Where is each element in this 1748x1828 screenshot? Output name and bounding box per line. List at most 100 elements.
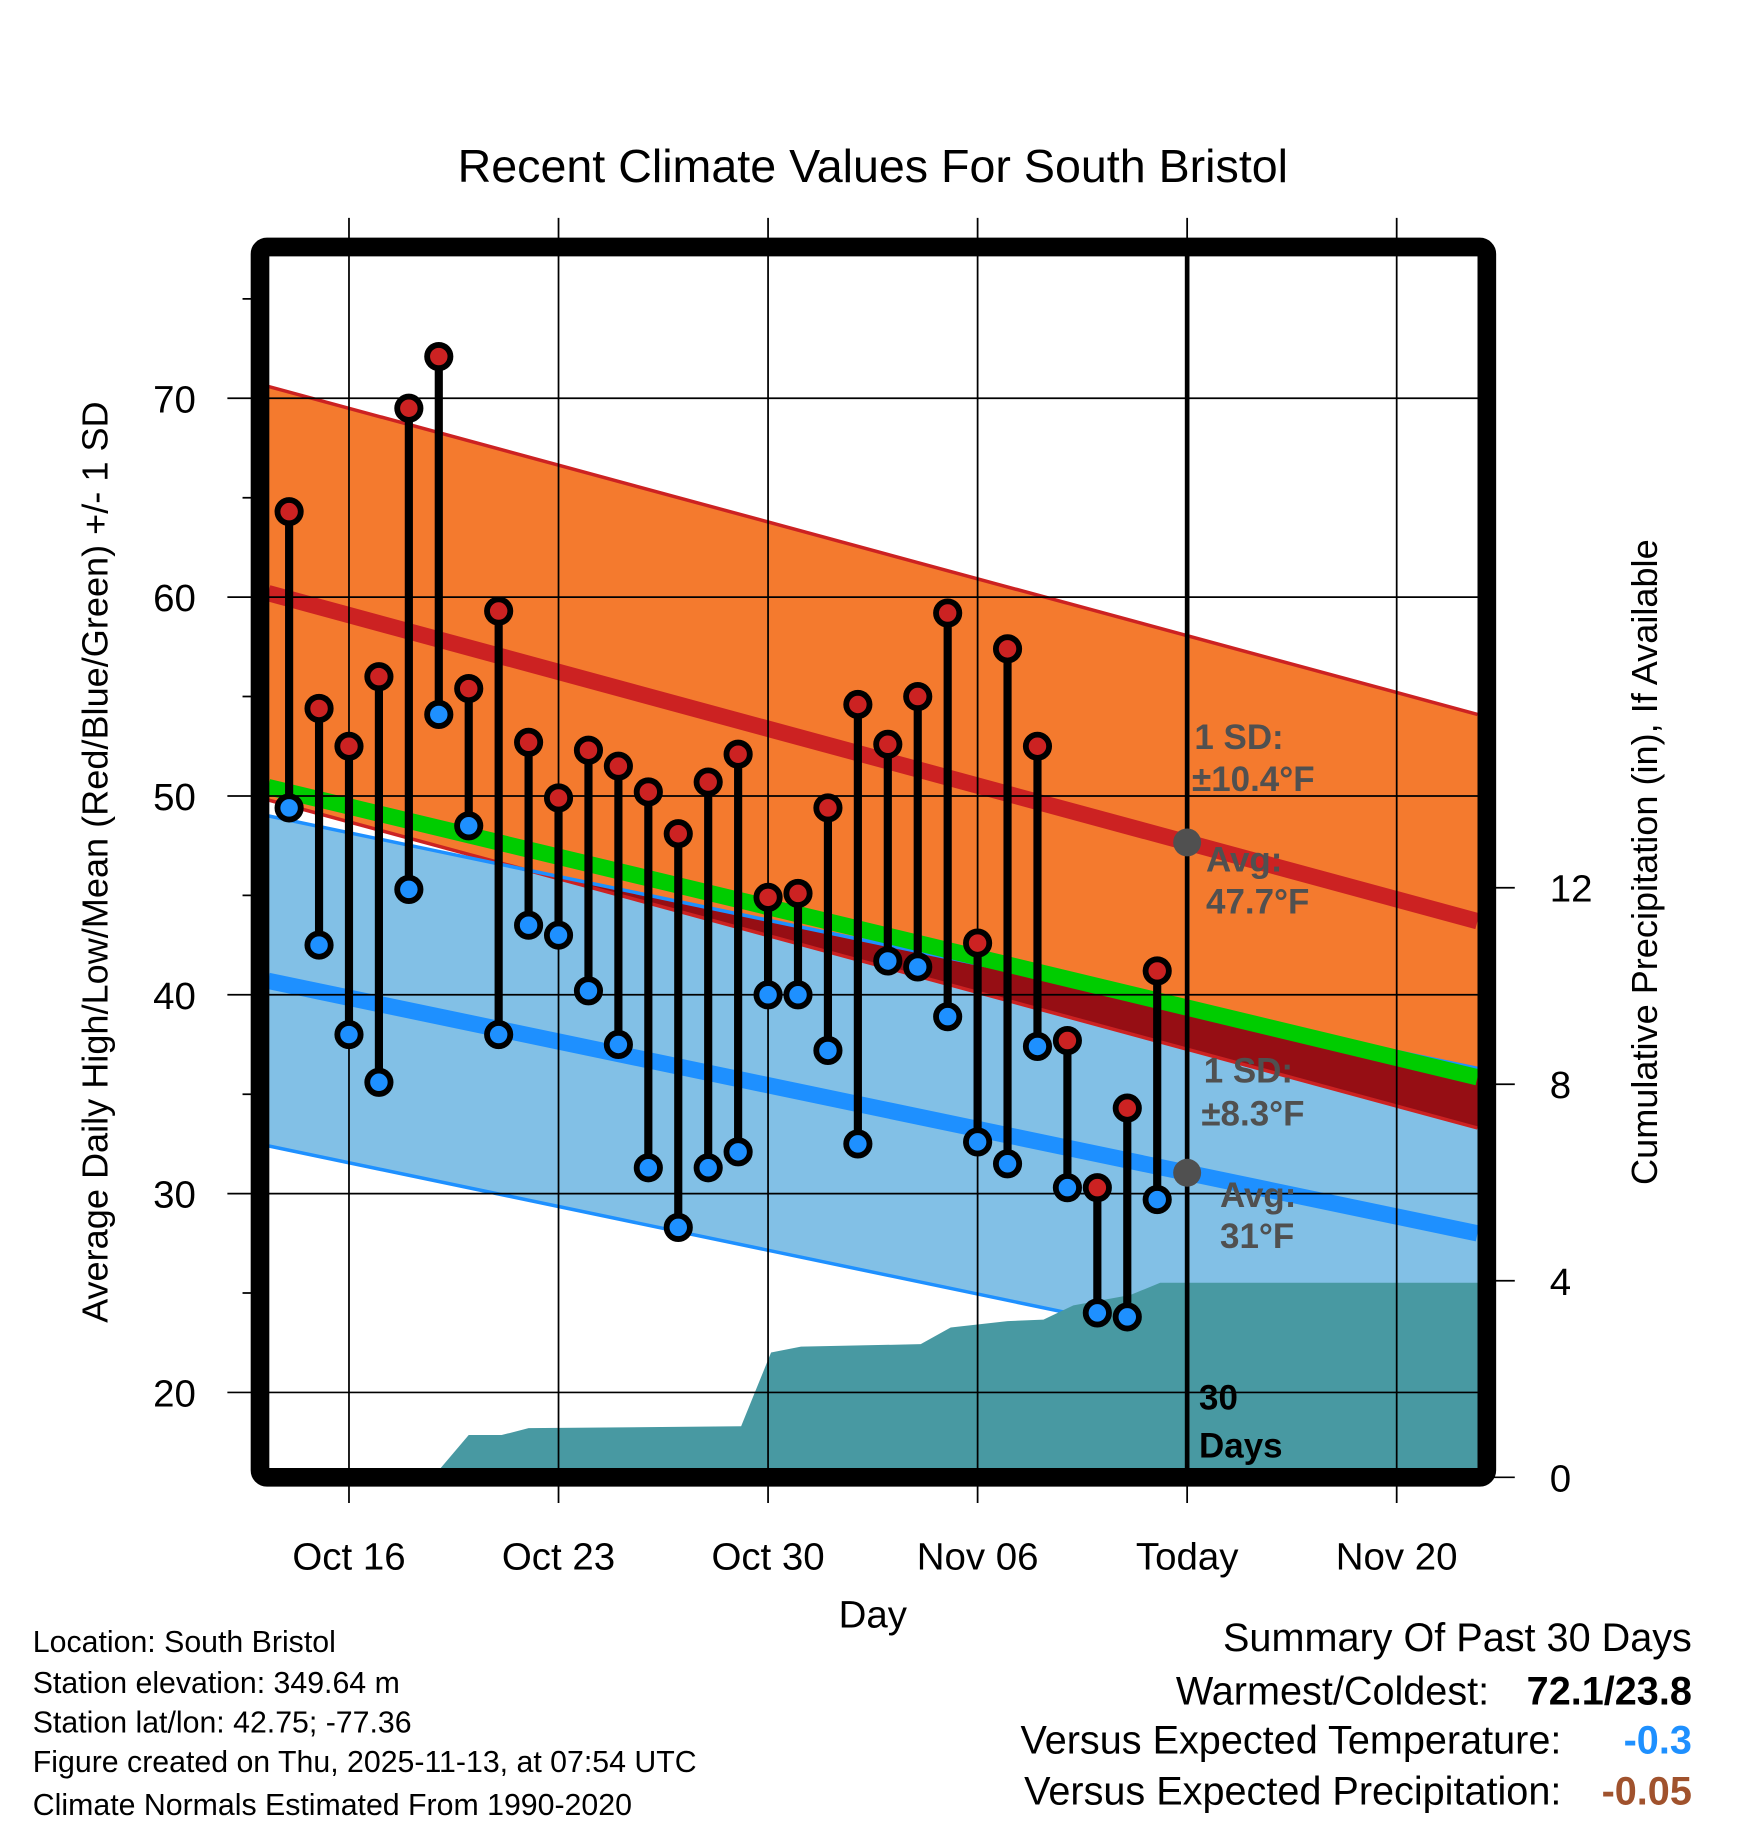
daily-low-point <box>274 793 304 823</box>
chart-title: Recent Climate Values For South Bristol <box>458 140 1288 192</box>
summary-precip-label: Versus Expected Precipitation: <box>1024 1770 1561 1814</box>
daily-low-point <box>1142 1185 1172 1215</box>
summary: Summary Of Past 30 Days Warmest/Coldest:… <box>1020 1616 1691 1814</box>
summary-precip-value: -0.05 <box>1602 1770 1692 1814</box>
x-tick-label: Nov 20 <box>1336 1535 1458 1578</box>
daily-high-point <box>484 596 514 626</box>
normals-bands <box>268 384 1478 1468</box>
footer-normals: Climate Normals Estimated From 1990-2020 <box>33 1789 632 1822</box>
daily-low-point <box>603 1029 633 1060</box>
daily-high-point <box>1022 731 1053 761</box>
daily-low-point <box>484 1019 514 1050</box>
summary-temp-label: Versus Expected Temperature: <box>1020 1718 1561 1762</box>
daily-high-point <box>633 777 663 807</box>
daily-low-point <box>573 976 604 1006</box>
x-tick-label: Nov 06 <box>917 1535 1039 1578</box>
x-tick-label: Today <box>1136 1535 1239 1578</box>
daily-low-point <box>394 874 424 904</box>
today-days-number: 30 <box>1199 1379 1238 1418</box>
daily-high-point <box>603 751 633 781</box>
y-tick-label: 50 <box>153 776 196 819</box>
daily-high-point <box>992 634 1023 664</box>
daily-high-point <box>1082 1173 1112 1203</box>
daily-high-point <box>424 341 454 372</box>
daily-high-point <box>843 689 873 720</box>
x-tick-label: Oct 30 <box>711 1535 824 1578</box>
daily-low-point <box>933 1002 963 1032</box>
daily-high-point <box>1142 956 1172 986</box>
footer-location: Location: South Bristol <box>33 1626 336 1659</box>
daily-high-point <box>1112 1093 1142 1123</box>
low-avg-today-dot <box>1173 1158 1202 1187</box>
precip-area <box>440 1282 1478 1468</box>
daily-low-point <box>903 952 933 982</box>
daily-low-point <box>334 1019 364 1050</box>
daily-high-point <box>783 878 813 908</box>
high-avg-today-dot <box>1173 828 1202 857</box>
y-tick-label: 30 <box>153 1174 196 1217</box>
daily-low-point <box>1112 1302 1142 1332</box>
daily-high-point <box>334 731 364 761</box>
daily-low-point <box>1082 1298 1112 1328</box>
summary-title: Summary Of Past 30 Days <box>1223 1616 1692 1660</box>
daily-high-point <box>663 819 693 849</box>
daily-low-point <box>424 699 454 730</box>
daily-low-point <box>514 910 544 940</box>
daily-low-point <box>1052 1173 1082 1203</box>
y-tick-label: 60 <box>153 577 196 620</box>
daily-high-point <box>364 662 394 692</box>
daily-high-point <box>454 674 484 704</box>
daily-low-point <box>454 811 484 841</box>
high-avg-label: Avg: <box>1206 840 1282 879</box>
axes: Oct 16 Oct 23 Oct 30 Nov 06 Today Nov 20 20 30 4… <box>153 378 1592 1578</box>
daily-low-point <box>364 1067 394 1097</box>
footer-elevation: Station elevation: 349.64 m <box>33 1667 400 1700</box>
y2-tick-label: 0 <box>1550 1457 1571 1500</box>
y-tick-label: 20 <box>153 1372 196 1415</box>
daily-high-point <box>933 598 963 628</box>
y2-tick-label: 8 <box>1550 1064 1571 1107</box>
daily-high-point <box>394 393 424 423</box>
observations <box>274 255 1202 1468</box>
y2-tick-label: 4 <box>1550 1261 1571 1304</box>
x-axis-label: Day <box>839 1594 908 1637</box>
low-avg-line <box>268 972 1478 1242</box>
daily-high-point <box>753 882 783 912</box>
daily-high-point <box>514 727 544 757</box>
daily-low-point <box>633 1153 663 1183</box>
x-tick-label: Oct 23 <box>502 1535 615 1578</box>
low-sd-value: ±8.3°F <box>1201 1094 1304 1133</box>
high-avg-line <box>268 585 1478 930</box>
daily-high-point <box>873 729 903 759</box>
summary-warm-cold-label: Warmest/Coldest: <box>1176 1670 1489 1714</box>
daily-high-point <box>543 783 574 813</box>
daily-low-point <box>543 920 574 950</box>
x-tick-label: Oct 16 <box>292 1535 405 1578</box>
y2-axis-label: Cumulative Precipitation (in), If Availa… <box>1624 539 1665 1185</box>
plot-frame <box>250 237 1497 1487</box>
daily-low-point <box>304 930 334 960</box>
daily-high-point <box>963 928 993 958</box>
daily-low-point <box>783 980 813 1010</box>
daily-low-point <box>723 1137 753 1167</box>
daily-high-point <box>723 739 753 769</box>
low-avg-label: Avg: <box>1220 1176 1296 1215</box>
daily-high-point <box>693 767 723 797</box>
summary-temp-value: -0.3 <box>1624 1718 1692 1762</box>
daily-high-point <box>274 497 304 527</box>
footer-created: Figure created on Thu, 2025-11-13, at 07… <box>33 1746 697 1779</box>
daily-low-point <box>663 1212 693 1242</box>
daily-low-point <box>843 1129 873 1159</box>
high-sd-upper-line <box>268 384 1478 717</box>
y-tick-label: 40 <box>153 975 196 1018</box>
today-annotations: 1 SD: ±10.4°F Avg: 47.7°F 1 SD: ±8.3°F A… <box>1192 718 1314 1465</box>
summary-warm-cold-value: 72.1/23.8 <box>1527 1670 1692 1714</box>
daily-low-point <box>992 1149 1023 1179</box>
daily-low-point <box>873 946 903 976</box>
footer-latlon: Station lat/lon: 42.75; -77.36 <box>33 1706 412 1739</box>
y-axis-label: Average Daily High/Low/Mean (Red/Blue/Gr… <box>74 401 115 1323</box>
daily-low-point <box>963 1127 993 1157</box>
high-sd-label: 1 SD: <box>1194 718 1283 757</box>
high-sd-value: ±10.4°F <box>1192 760 1314 799</box>
